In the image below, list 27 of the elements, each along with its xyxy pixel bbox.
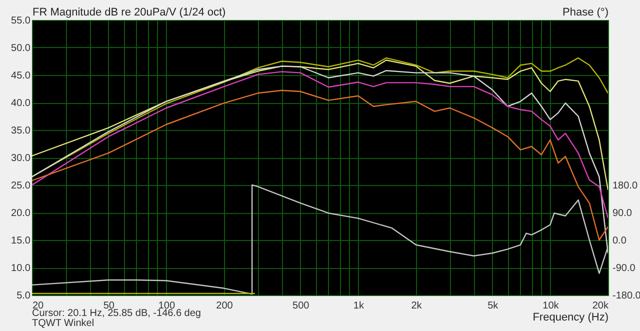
text: TQWT Winkel xyxy=(32,318,94,329)
x-axis-title: Frequency (Hz) xyxy=(532,312,608,324)
x-tick-label: 20k xyxy=(592,300,610,312)
x-tick-label: 1k xyxy=(353,300,365,312)
y-tick-label: 15.0 xyxy=(11,236,31,246)
y-tick-label: 20.0 xyxy=(11,208,31,219)
y2-tick-label: -90.0 xyxy=(612,263,636,274)
y-tick-label: 35.0 xyxy=(11,126,31,136)
y-tick-label: 25.0 xyxy=(11,180,31,192)
y2-tick-label: 90.0 xyxy=(612,208,632,219)
y-axis-title: FR Magnitude dB re 20uPa/V (1/24 oct) xyxy=(32,6,226,18)
x-tick-label: 200 xyxy=(216,300,234,312)
y-tick-label: 10.0 xyxy=(11,263,31,274)
y2-tick-label: 0.0 xyxy=(612,236,627,246)
x-tick-label: 2k xyxy=(411,300,423,312)
y-tick-label: 30.0 xyxy=(11,153,31,164)
y-tick-label: 50.0 xyxy=(11,43,31,54)
y-tick-label: 40.0 xyxy=(11,98,31,109)
y-tick-label: 45.0 xyxy=(11,70,31,82)
text: Cursor: 20.1 Hz, 25.85 dB, -146.6 deg xyxy=(32,308,201,319)
y2-axis-title: Phase (°) xyxy=(562,6,608,18)
x-tick-label: 5k xyxy=(488,300,500,312)
y-tick-label: 55.0 xyxy=(11,16,31,26)
x-tick-label: 500 xyxy=(292,300,310,312)
x-tick-label: 10k xyxy=(542,300,560,312)
y-tick-label: 5.0 xyxy=(16,290,31,302)
y2-tick-label: 180.0 xyxy=(612,180,638,192)
